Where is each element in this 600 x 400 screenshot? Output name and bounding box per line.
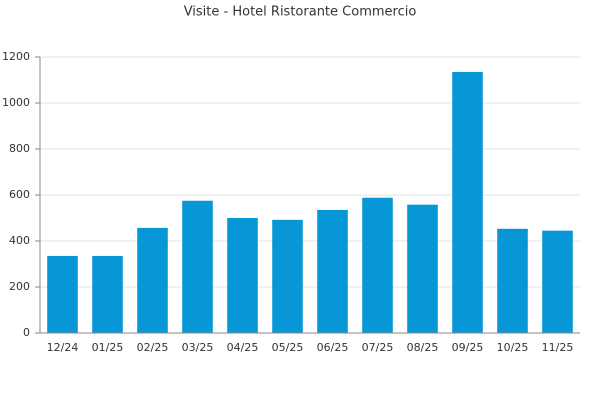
x-tick-label: 11/25 (542, 341, 574, 354)
bar (542, 230, 573, 333)
bar (407, 204, 438, 333)
x-tick-label: 10/25 (497, 341, 529, 354)
y-tick-label: 0 (23, 326, 30, 339)
bar (92, 255, 123, 333)
bar (452, 71, 483, 333)
x-tick-label: 03/25 (182, 341, 214, 354)
x-tick-label: 06/25 (317, 341, 349, 354)
bar (497, 228, 528, 333)
x-tick-label: 08/25 (407, 341, 439, 354)
bar (182, 200, 213, 333)
bar (47, 255, 78, 333)
bar (272, 219, 303, 333)
x-tick-label: 01/25 (92, 341, 124, 354)
chart-title: Visite - Hotel Ristorante Commercio (184, 5, 417, 20)
y-tick-label: 600 (9, 188, 30, 201)
y-tick-label: 200 (9, 280, 30, 293)
bar (362, 197, 393, 333)
x-tick-label: 12/24 (47, 341, 79, 354)
x-tick-label: 09/25 (452, 341, 484, 354)
y-tick-label: 1000 (2, 96, 30, 109)
y-tick-label: 800 (9, 142, 30, 155)
x-tick-label: 02/25 (137, 341, 169, 354)
x-tick-label: 04/25 (227, 341, 259, 354)
x-tick-label: 05/25 (272, 341, 304, 354)
bar (137, 227, 168, 333)
bar (227, 218, 258, 333)
bar (317, 209, 348, 333)
x-tick-label: 07/25 (362, 341, 394, 354)
y-tick-label: 1200 (2, 50, 30, 63)
y-tick-label: 400 (9, 234, 30, 247)
